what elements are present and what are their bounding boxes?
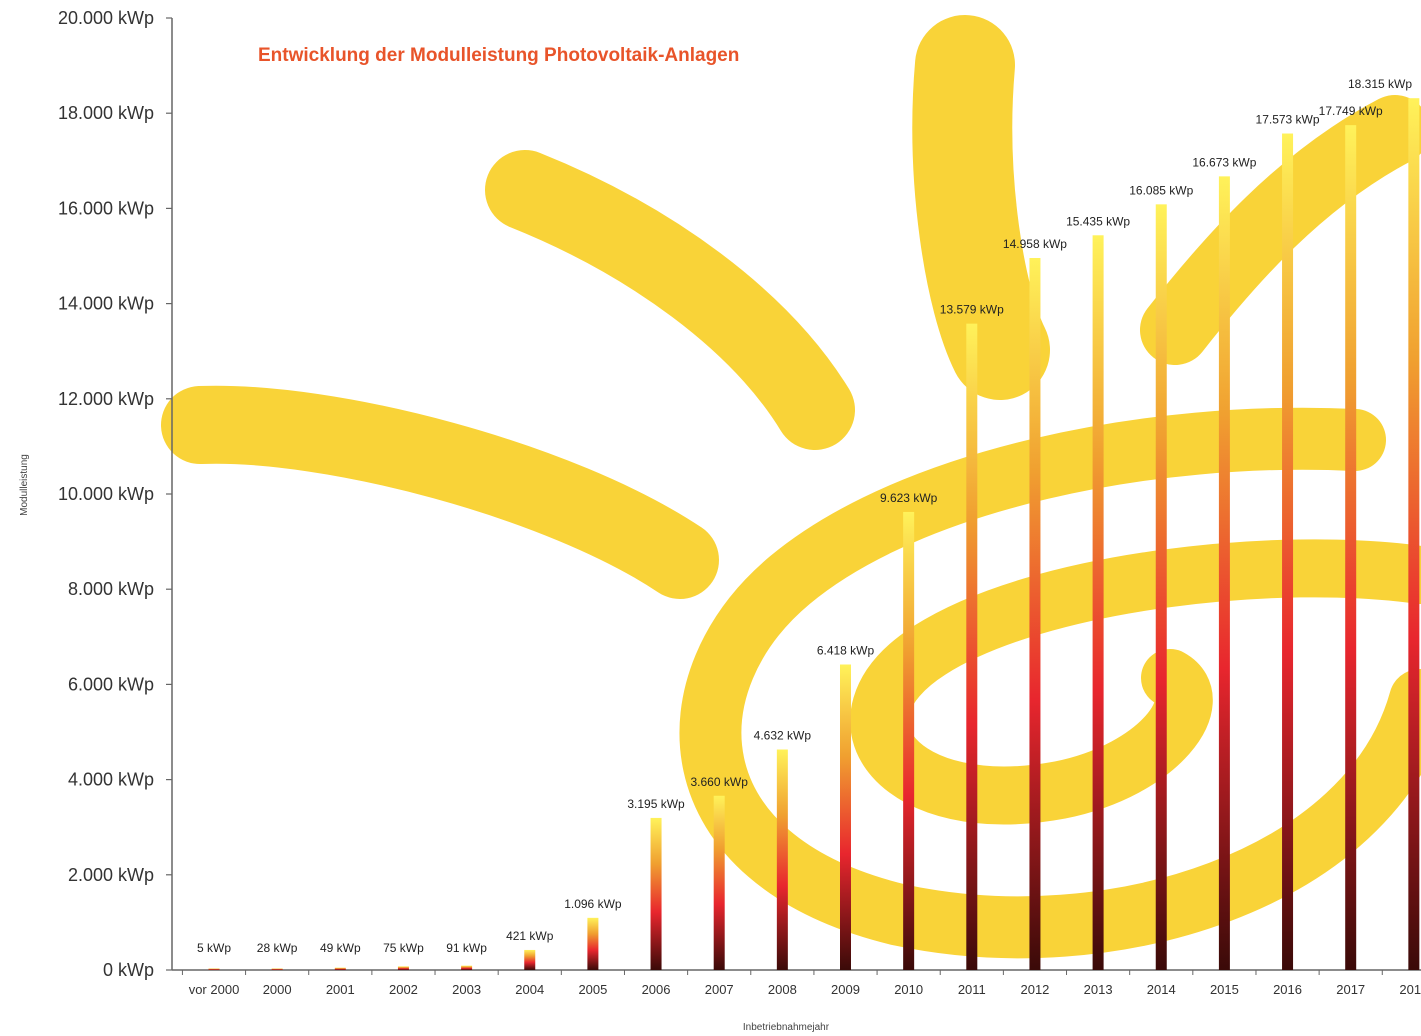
bar — [461, 965, 473, 970]
bar — [1345, 125, 1357, 971]
x-tick-label: 2009 — [831, 982, 860, 997]
bar — [397, 966, 409, 970]
y-tick-label: 2.000 kWp — [68, 865, 154, 885]
bar — [1282, 133, 1294, 970]
data-label: 17.573 kWp — [1256, 113, 1320, 127]
data-label: 3.660 kWp — [691, 775, 749, 789]
data-label: 1.096 kWp — [564, 897, 622, 911]
chart-title: Entwicklung der Modulleistung Photovolta… — [258, 45, 739, 66]
bar — [1155, 204, 1167, 970]
x-tick-label: 2004 — [515, 982, 544, 997]
x-tick-label: 2010 — [894, 982, 923, 997]
x-tick-label: 2000 — [263, 982, 292, 997]
data-label: 18.315 kWp — [1348, 77, 1412, 91]
y-tick-label: 10.000 kWp — [58, 484, 154, 504]
bar-series — [208, 98, 1420, 971]
data-label: 75 kWp — [383, 941, 424, 955]
x-tick-label: 2008 — [768, 982, 797, 997]
data-label: 49 kWp — [320, 941, 361, 955]
x-tick-label: 2012 — [1020, 982, 1049, 997]
x-tick-label: vor 2000 — [189, 982, 240, 997]
x-tick-label: 2013 — [1084, 982, 1113, 997]
x-tick-label: 2006 — [642, 982, 671, 997]
bar — [840, 664, 851, 970]
bar — [334, 967, 346, 970]
bar — [903, 511, 915, 970]
x-tick-label: 2015 — [1210, 982, 1239, 997]
y-tick-label: 12.000 kWp — [58, 389, 154, 409]
bar — [966, 323, 978, 970]
bar — [1218, 176, 1230, 970]
sun-background-decoration — [161, 15, 1421, 959]
bar — [1408, 98, 1420, 971]
bar — [208, 968, 220, 970]
data-label: 91 kWp — [446, 941, 487, 955]
data-label: 28 kWp — [257, 941, 298, 955]
x-tick-label: 2016 — [1273, 982, 1302, 997]
y-axis-ticks: 0 kWp 2.000 kWp 4.000 kWp 6.000 kWp 8.000 kW… — [58, 8, 172, 980]
y-tick-label: 20.000 kWp — [58, 8, 154, 28]
bar — [650, 817, 662, 970]
y-tick-label: 18.000 kWp — [58, 103, 154, 123]
x-axis-ticks: vor 2000 2000 2001 2002 2003 2004 2005 2006 2007… — [181, 970, 1421, 997]
y-axis-label: Modulleistung — [19, 454, 30, 516]
data-label: 9.623 kWp — [880, 491, 938, 505]
x-tick-label: 2014 — [1147, 982, 1176, 997]
data-label: 13.579 kWp — [940, 303, 1004, 317]
data-labels: 5 kWp 28 kWp 49 kWp 75 kWp 91 kWp 421 kWp 1.09… — [197, 77, 1412, 955]
bar — [271, 968, 283, 970]
data-label: 421 kWp — [506, 929, 554, 943]
x-axis-label: Inbetriebnahmejahr — [743, 1022, 830, 1033]
data-label: 4.632 kWp — [754, 729, 812, 743]
bar — [776, 749, 788, 970]
data-label: 6.418 kWp — [817, 644, 875, 658]
bar — [1092, 235, 1104, 970]
x-tick-label: 2002 — [389, 982, 418, 997]
y-tick-label: 8.000 kWp — [68, 579, 154, 599]
y-tick-label: 14.000 kWp — [58, 294, 154, 314]
data-label: 17.749 kWp — [1319, 104, 1383, 118]
x-tick-label: 2003 — [452, 982, 481, 997]
bar — [1029, 257, 1041, 970]
y-tick-label: 4.000 kWp — [68, 770, 154, 790]
data-label: 14.958 kWp — [1003, 237, 1067, 251]
x-tick-label: 2011 — [958, 982, 986, 997]
x-tick-label: 2017 — [1336, 982, 1365, 997]
x-tick-label: 2007 — [705, 982, 734, 997]
x-tick-label: 2005 — [578, 982, 607, 997]
data-label: 16.085 kWp — [1129, 183, 1193, 197]
bar — [713, 795, 725, 970]
y-tick-label: 0 kWp — [103, 960, 154, 980]
data-label: 5 kWp — [197, 941, 231, 955]
y-tick-label: 6.000 kWp — [68, 674, 154, 694]
data-label: 3.195 kWp — [627, 797, 685, 811]
bar — [524, 949, 536, 970]
y-tick-label: 16.000 kWp — [58, 198, 154, 218]
data-label: 15.435 kWp — [1066, 214, 1130, 228]
x-tick-label: 2018 — [1399, 982, 1421, 997]
x-tick-label: 2001 — [326, 982, 355, 997]
bar — [587, 917, 599, 970]
data-label: 16.673 kWp — [1192, 155, 1256, 169]
